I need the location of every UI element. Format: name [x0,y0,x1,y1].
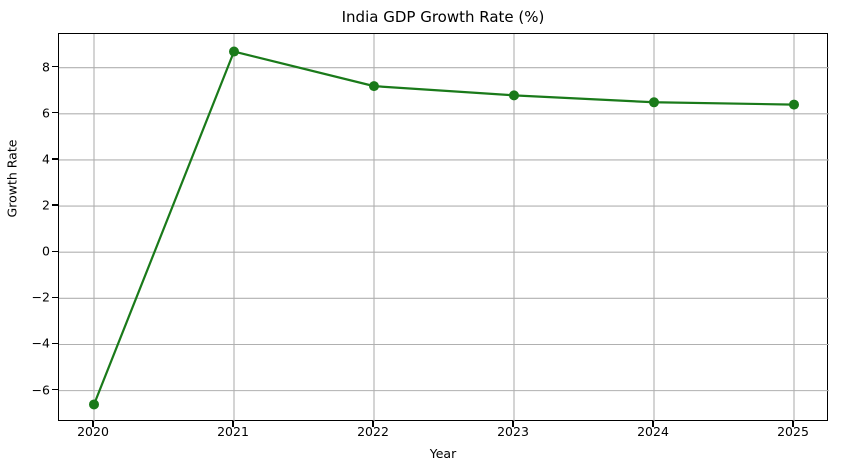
y-tick-label: −2 [31,289,50,305]
y-tick-label: −4 [31,335,50,351]
y-tick-mark [52,112,58,114]
x-tick-mark [232,421,234,427]
y-tick-label: 2 [42,197,50,213]
y-tick-mark [52,66,58,68]
data-point-marker [229,46,239,57]
y-tick-label: −6 [31,382,50,398]
y-tick-mark [52,342,58,345]
x-tick-mark [372,421,374,427]
x-tick-label: 2024 [637,424,669,439]
x-axis-tick-labels: 2020 2021 2022 2023 2024 2025 [58,424,828,444]
x-axis-label: Year [429,446,457,461]
plot-svg [59,34,829,422]
x-tick-mark [512,421,514,427]
x-tick-mark [652,421,654,427]
y-tick-label: 4 [42,151,50,167]
y-tick-mark [52,204,58,206]
y-tick-mark [52,158,58,160]
x-tick-label: 2025 [777,424,809,439]
data-point-markers [89,46,799,410]
x-tick-label: 2023 [497,424,529,439]
y-tick-label: 0 [42,243,50,259]
data-point-marker [369,81,379,92]
x-tick-mark [792,421,794,427]
x-tick-label: 2020 [77,424,109,439]
data-point-marker [789,99,799,110]
x-tick-mark [92,421,94,427]
plot-area [58,33,829,422]
y-tick-mark [52,388,58,391]
data-line-series [92,50,796,406]
data-point-marker [89,399,99,410]
data-point-marker [649,97,659,108]
x-tick-label: 2021 [217,424,249,439]
y-tick-label: 6 [42,105,50,121]
y-axis-label: Growth Rate [4,139,20,218]
y-tick-label: 8 [42,59,50,75]
x-tick-label: 2022 [357,424,389,439]
horizontal-gridlines [59,67,829,392]
vertical-gridlines [93,34,795,422]
y-axis-tick-labels: 8 6 4 2 0 −2 −4 −6 [0,33,50,421]
y-tick-mark [52,296,58,298]
data-point-marker [509,90,519,101]
chart-title: India GDP Growth Rate (%) [341,8,545,26]
y-tick-mark [52,250,58,252]
